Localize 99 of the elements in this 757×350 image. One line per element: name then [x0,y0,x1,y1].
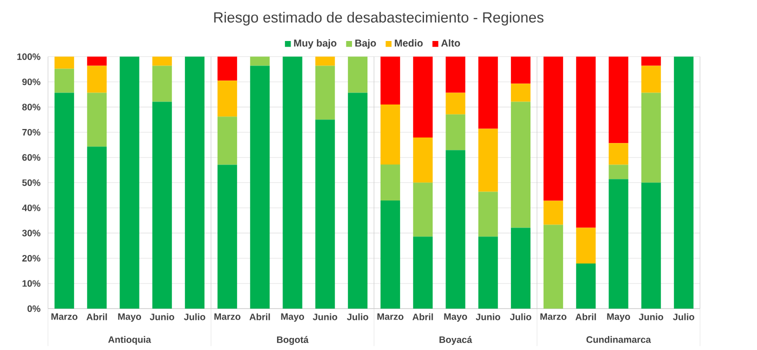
bar [576,264,596,309]
text: Antioquia [108,336,152,345]
bar [380,200,400,309]
bar [576,228,596,264]
text: Bogotá [277,336,309,345]
bar [282,56,302,309]
x-tick-label: Junio [312,313,338,320]
bar [250,56,270,66]
x-tick-label: Junio [638,313,664,320]
bar [413,236,433,309]
y-tick-label: 90% [22,78,40,86]
bar [641,66,661,93]
bar [87,146,107,309]
bar [315,120,335,309]
bar [184,56,204,309]
x-tick-label: Mayo [281,313,304,322]
bar [152,102,172,309]
bar [413,182,433,237]
bar [544,56,564,201]
bar [218,80,238,117]
bar [218,164,238,309]
bar [380,56,400,105]
bar [218,56,238,81]
bar [348,92,368,309]
y-tick-label: 0% [28,305,40,312]
bar [380,104,400,165]
y-tick-label: 100% [17,53,40,60]
bar [576,56,596,228]
bar [544,224,564,309]
bar [380,164,400,201]
bar [87,92,107,147]
bar [120,56,140,309]
bar [510,102,530,228]
bar [446,92,466,114]
bar [544,200,564,225]
x-tick-label: Marzo [377,313,404,320]
bar [152,66,172,102]
bar [608,179,628,309]
x-tick-label: Abril [86,313,107,320]
bar [641,56,661,66]
legend-label: Bajo [355,39,376,49]
bar [218,116,238,165]
bar [478,56,498,129]
x-tick-label: Mayo [118,313,142,322]
x-tick-label: Junio [150,313,174,320]
x-tick-label: Marzo [51,313,78,320]
bar [446,56,466,93]
y-tick-label: 80% [22,104,40,110]
bar [54,92,74,309]
bar [608,56,628,144]
y-tick-label: 70% [22,128,40,136]
bar [478,192,498,237]
bar [510,84,530,102]
bar [446,114,466,150]
bar [478,128,498,192]
bar [152,56,172,66]
bar [315,56,335,66]
legend-label: Medio [394,39,423,47]
bar [608,164,628,180]
bar [510,228,530,309]
bar [87,56,107,66]
x-tick-label: Junio [476,313,500,320]
bar [315,66,335,120]
bar [674,56,694,309]
x-tick-label: Marzo [540,313,566,320]
x-tick-label: Julio [346,313,368,320]
bar [446,150,466,309]
bar [54,56,74,69]
bar [478,236,498,309]
text: Boyacá [440,336,472,345]
bar [608,143,628,165]
x-tick-label: Abril [412,313,433,320]
bar [641,92,661,183]
y-tick-label: 60% [22,154,40,161]
bar [250,66,270,309]
x-tick-label: Mayo [607,313,630,322]
x-tick-label: Mayo [444,313,468,322]
bar [413,56,433,138]
y-tick-label: 10% [22,280,40,287]
x-tick-label: Abril [576,313,596,320]
bar [348,56,368,93]
y-tick-label: 30% [22,230,40,236]
legend-label: Alto [441,39,460,47]
y-tick-label: 40% [22,204,40,212]
chart-title: Riesgo estimado de desabastecimiento - Regiones [214,12,544,26]
bar [641,182,661,309]
bar [413,138,433,183]
bar [54,68,74,93]
y-tick-label: 20% [22,254,40,262]
x-tick-label: Julio [672,313,694,320]
x-tick-label: Abril [250,313,270,320]
x-tick-label: Julio [510,313,532,320]
bar [87,66,107,93]
x-tick-label: Julio [184,313,206,320]
legend-label: Muy bajo [294,39,336,49]
bar [510,56,530,84]
text: Cundinamarca [586,336,651,343]
x-tick-label: Marzo [214,313,240,320]
y-tick-label: 50% [22,179,40,186]
